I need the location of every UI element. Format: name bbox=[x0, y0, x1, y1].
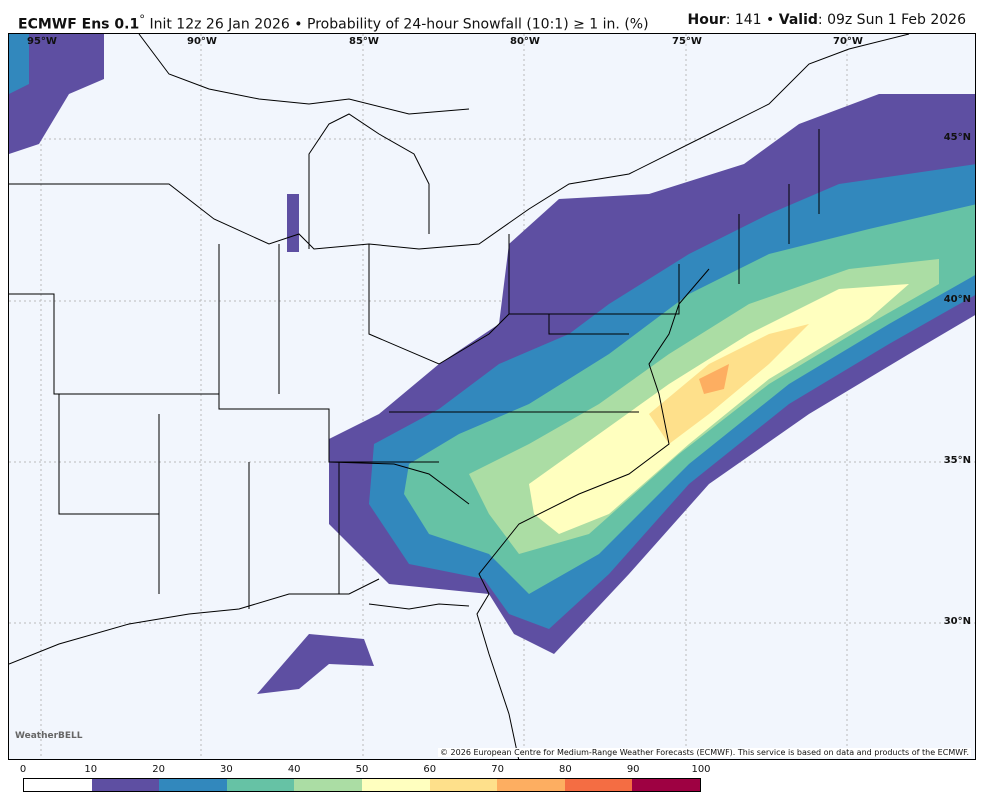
lon-label: 75°W bbox=[672, 36, 702, 47]
colorbar-tick-label: 70 bbox=[491, 764, 504, 775]
map-canvas bbox=[9, 34, 975, 759]
colorbar-bin bbox=[361, 779, 430, 791]
colorbar-bin bbox=[159, 779, 227, 791]
lon-label: 85°W bbox=[349, 36, 379, 47]
lon-label: 70°W bbox=[833, 36, 863, 47]
lon-label: 95°W bbox=[27, 36, 57, 47]
lat-label: 45°N bbox=[943, 132, 971, 143]
valid-time: Hour: 141 • Valid: 09z Sun 1 Feb 2026 bbox=[687, 12, 966, 28]
colorbar-bin bbox=[24, 779, 92, 791]
colorbar-tick-label: 90 bbox=[626, 764, 640, 775]
lon-label: 90°W bbox=[187, 36, 217, 47]
lat-label: 35°N bbox=[943, 455, 971, 466]
lat-label: 30°N bbox=[943, 616, 971, 627]
colorbar-bin bbox=[632, 779, 700, 791]
colorbar-tick-label: 100 bbox=[691, 764, 711, 775]
copyright-notice: © 2026 European Centre for Medium-Range … bbox=[438, 748, 971, 757]
colorbar-bin bbox=[226, 779, 295, 791]
colorbar-bin bbox=[564, 779, 633, 791]
colorbar-bin bbox=[294, 779, 362, 791]
colorbar-bin bbox=[91, 779, 160, 791]
colorbar-tick-label: 60 bbox=[423, 764, 437, 775]
colorbar-bin bbox=[429, 779, 498, 791]
colorbar-tick-label: 20 bbox=[152, 764, 165, 775]
colorbar-tick-label: 10 bbox=[84, 764, 98, 775]
lat-label: 40°N bbox=[943, 294, 971, 305]
colorbar-tick-label: 0 bbox=[19, 764, 27, 775]
colorbar-tick-label: 30 bbox=[220, 764, 233, 775]
colorbar-tick-label: 40 bbox=[287, 764, 301, 775]
lon-label: 80°W bbox=[510, 36, 540, 47]
snowfall-probability-map: 95°W 90°W 85°W 80°W 75°W 70°W 45°N 40°N … bbox=[8, 33, 976, 760]
weatherbell-logo: WeatherBELL bbox=[15, 731, 83, 741]
colorbar-tick-label: 80 bbox=[559, 764, 572, 775]
map-title: ECMWF Ens 0.1° Init 12z 26 Jan 2026 • Pr… bbox=[18, 12, 649, 33]
colorbar-bin bbox=[497, 779, 565, 791]
colorbar-tick-label: 50 bbox=[355, 764, 369, 775]
snowfall-contours bbox=[9, 34, 975, 694]
coastlines-and-borders bbox=[9, 34, 910, 759]
colorbar bbox=[23, 778, 701, 792]
